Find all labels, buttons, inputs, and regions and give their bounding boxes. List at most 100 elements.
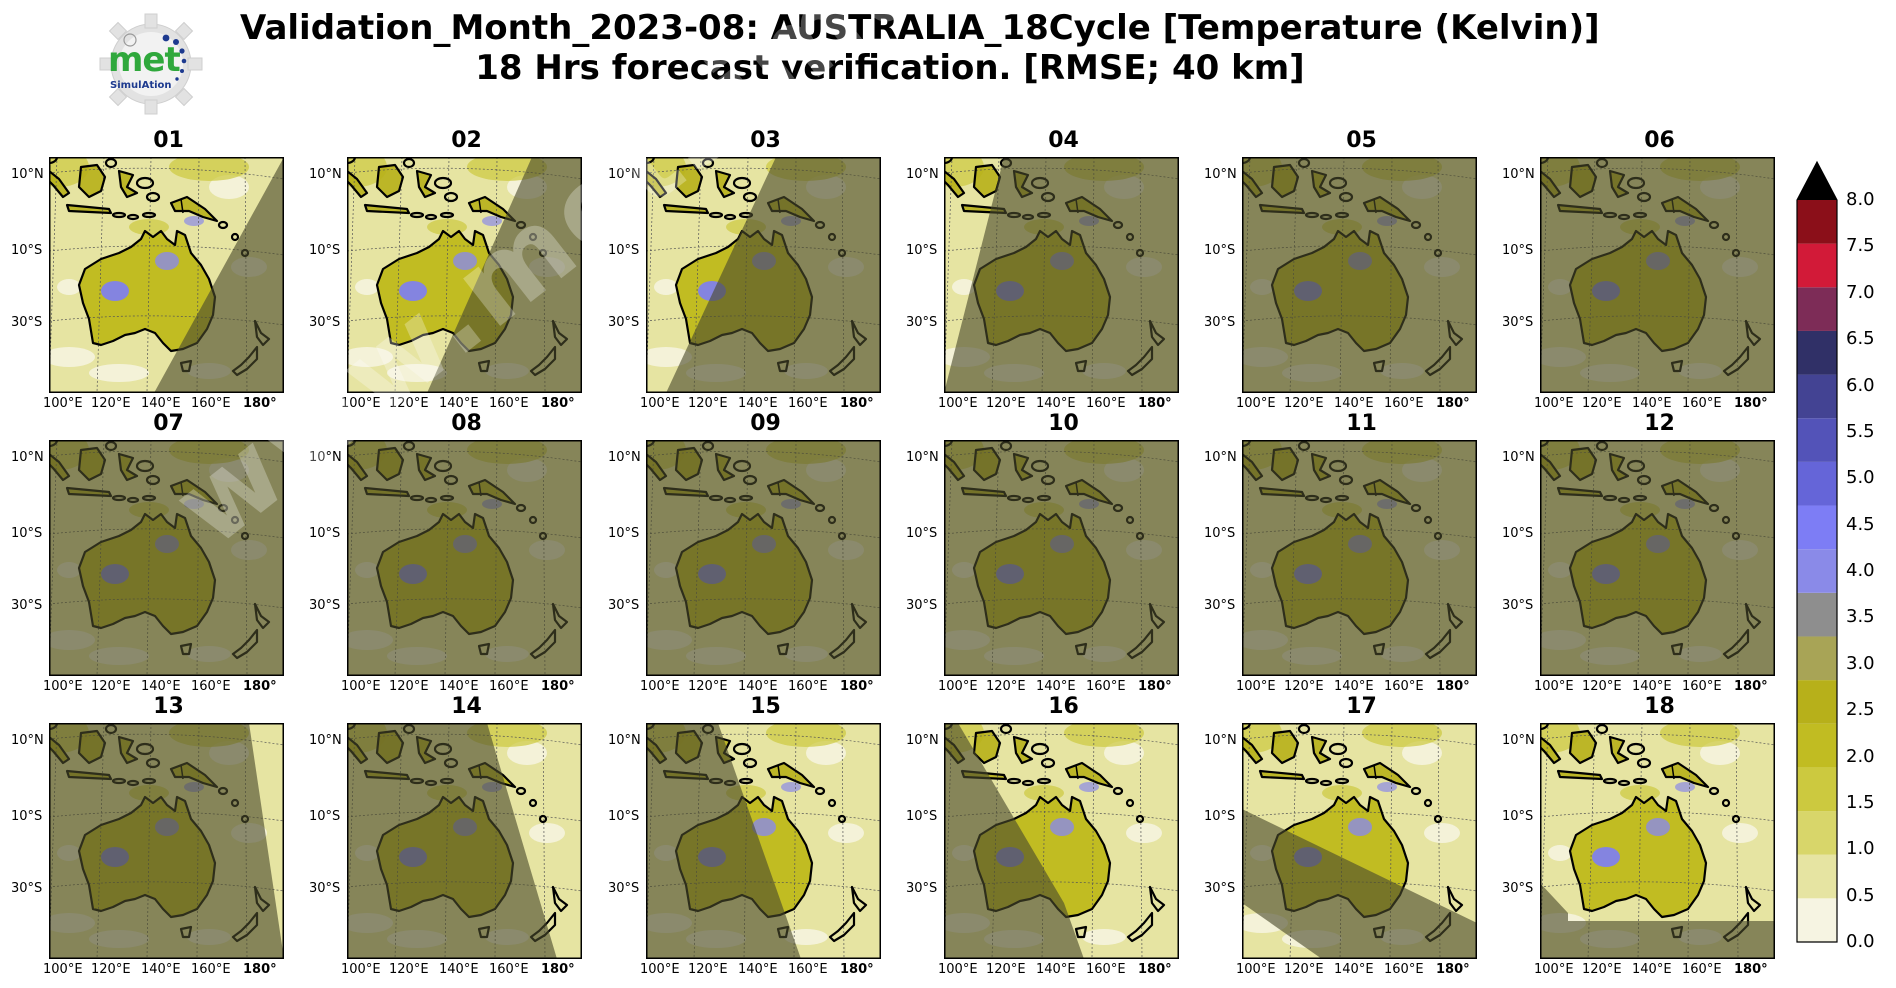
field-patch [1104,741,1144,765]
y-tick-label: 10°N [906,733,939,748]
high-error-area [752,818,776,836]
night-shading [1540,157,1775,393]
night-shading [1540,440,1775,676]
field-patch [1082,929,1126,945]
map-panel-svg [347,723,582,959]
colorbar-segment [1797,549,1837,593]
x-tick-label: 160°E [1086,396,1126,411]
panel-frame [1242,157,1477,393]
y-tick-label: 30°S [608,598,640,613]
border-line [1671,764,1675,780]
map-panel-02 [347,157,586,393]
met-simulation-logo: met SimulAtion [96,12,206,116]
y-tick-label: 10°N [1502,733,1535,748]
y-tick-label: 10°N [608,733,641,748]
map-panel-17 [1242,723,1481,959]
land-field-island [347,171,367,197]
field-patch [57,279,81,295]
figure-title-line1: Validation_Month_2023-08: AUSTRALIA_18Cy… [240,8,1600,48]
x-tick-label: 140°E [738,396,778,411]
y-tick-label: 10°N [1502,450,1535,465]
high-error-area [453,252,477,270]
panel-frame [49,723,284,959]
colorbar-tick-label: 5.5 [1846,420,1875,442]
land-field-island [1066,763,1112,787]
colorbar-segment [1797,811,1837,855]
colorbar-segment [1797,592,1837,637]
land-field-island [377,165,403,197]
night-shading [347,440,582,676]
map-panel-svg [944,440,1179,676]
colorbar-tick-label: 7.5 [1846,235,1875,257]
night-shading [646,723,801,959]
x-tick-label: 160°E [191,396,231,411]
x-tick-label: 180° [541,396,575,411]
panel-title: 09 [750,411,781,436]
colorbar-segment [1797,461,1837,506]
colorbar-tick-label: 6.5 [1846,328,1875,350]
field-patch [806,741,846,765]
colorbar-segment [1797,287,1837,331]
x-tick-label: 100°E [43,679,83,694]
panel-frame [646,440,881,676]
x-tick-label: 100°E [938,396,978,411]
x-tick-label: 100°E [341,962,381,977]
field-patch [766,723,846,747]
colorbar-frame [1796,160,1838,943]
colorbar-segment [1797,636,1837,681]
border-line [478,198,482,214]
map-panel-14 [347,723,586,959]
field-patch [507,741,547,765]
panel-frame [1540,157,1775,393]
y-tick-label: 10°N [906,167,939,182]
x-tick-label: 120°E [1582,679,1622,694]
colorbar-segment [1797,200,1837,244]
night-shading [666,157,881,393]
x-tick-label: 180° [840,962,874,977]
x-tick-label: 160°E [1384,679,1424,694]
colorbar-extend-triangle [1797,162,1837,200]
field-patch [1024,785,1064,801]
logo-text-main: met [108,40,181,80]
x-tick-label: 180° [243,962,277,977]
y-tick-label: 10°N [309,733,342,748]
night-shading [944,723,1084,959]
x-tick-label: 140°E [1632,396,1672,411]
y-tick-label: 30°S [608,881,640,896]
land-field-island [1364,763,1410,787]
x-tick-label: 140°E [141,679,181,694]
y-tick-label: 30°S [11,598,43,613]
field-patch [1424,823,1460,843]
high-error-area [1348,818,1372,836]
panel-title: 17 [1346,694,1377,719]
colorbar-tick-label: 3.5 [1846,606,1875,628]
x-tick-label: 100°E [341,396,381,411]
x-tick-label: 140°E [141,962,181,977]
x-tick-label: 120°E [1582,396,1622,411]
land-field-island [646,171,666,197]
x-tick-label: 140°E [141,396,181,411]
land-field-island [171,197,217,221]
gear-icon [99,13,203,115]
x-tick-label: 120°E [986,962,1026,977]
field-patch [1402,741,1442,765]
y-tick-label: 10°S [1502,526,1534,541]
land-field-island [1662,763,1708,787]
colorbar-segment [1797,854,1837,899]
panel-frame [944,440,1179,676]
colorbar-segment [1797,723,1837,768]
x-tick-label: 120°E [389,679,429,694]
land-field-island [1272,731,1298,763]
x-tick-label: 180° [1138,962,1172,977]
y-tick-label: 30°S [1204,881,1236,896]
x-tick-label: 100°E [640,679,680,694]
map-panel-08 [347,440,586,676]
x-tick-label: 140°E [1632,962,1672,977]
panel-frame [1242,440,1477,676]
x-tick-label: 100°E [938,679,978,694]
y-tick-label: 10°S [11,243,43,258]
map-panel-15 [646,723,885,959]
map-panel-svg [49,723,284,959]
night-shading [154,157,284,393]
colorbar-tick-label: 8.0 [1846,189,1875,210]
